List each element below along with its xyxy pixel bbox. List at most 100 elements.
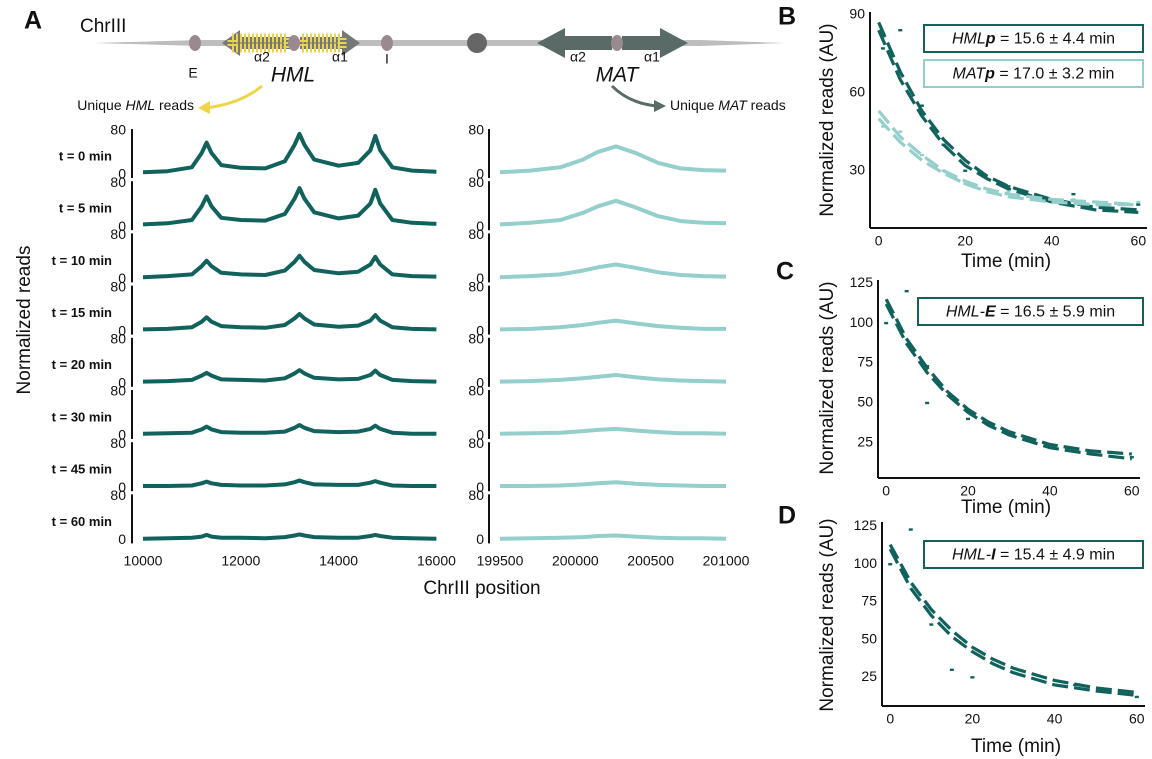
profile-line bbox=[142, 368, 437, 384]
y-tick-label: 90 bbox=[849, 5, 865, 21]
x-tick-label: 14000 bbox=[319, 553, 358, 569]
gene-label: α2 bbox=[254, 49, 270, 65]
gene-label: α1 bbox=[644, 49, 660, 65]
x-tick-label: 0 bbox=[882, 483, 890, 499]
site-label: I bbox=[385, 51, 389, 67]
profile-line bbox=[499, 198, 727, 227]
row-label: t = 30 min bbox=[52, 409, 112, 424]
annotation-locus: HML- bbox=[952, 547, 991, 564]
profile-line bbox=[142, 532, 437, 541]
profile-line bbox=[142, 186, 437, 227]
x-tick-label: 40 bbox=[1047, 711, 1063, 727]
row-label: t = 0 min bbox=[59, 148, 112, 163]
mat-promoter bbox=[611, 35, 623, 51]
profile-line bbox=[499, 373, 727, 384]
fit-line bbox=[877, 117, 1139, 207]
panel-label: C bbox=[776, 258, 794, 286]
data-point bbox=[1134, 695, 1139, 699]
x-tick-label: 20 bbox=[960, 483, 976, 499]
annotation-value: = 16.5 ± 5.9 min bbox=[996, 304, 1116, 321]
annotation: HMLp = 15.6 ± 4.4 min bbox=[952, 31, 1115, 48]
y-tick-label: 25 bbox=[861, 668, 877, 684]
y-tick-label: 80 bbox=[468, 278, 484, 294]
annotation-element: I bbox=[991, 547, 996, 564]
site-e bbox=[189, 35, 201, 51]
y-tick-label: 0 bbox=[118, 270, 126, 286]
data-point bbox=[1136, 203, 1141, 206]
data-point bbox=[1007, 433, 1011, 437]
y-tick-label: 0 bbox=[476, 322, 484, 338]
fit-line bbox=[888, 548, 1137, 697]
hml-stripes bbox=[297, 33, 347, 53]
data-point bbox=[963, 182, 968, 185]
x-tick-label: 200000 bbox=[552, 553, 599, 569]
y-tick-label: 80 bbox=[110, 174, 126, 190]
y-tick-label: 0 bbox=[476, 479, 484, 495]
data-point bbox=[919, 153, 924, 157]
y-tick-label: 0 bbox=[476, 427, 484, 443]
x-tick-label: 10000 bbox=[124, 553, 163, 569]
annotation-element: p bbox=[984, 66, 995, 83]
x-tick-label: 0 bbox=[875, 233, 883, 249]
profile-line bbox=[499, 262, 727, 280]
y-tick-label: 0 bbox=[118, 218, 126, 234]
y-tick-label: 80 bbox=[110, 487, 126, 503]
centromere bbox=[467, 33, 487, 53]
data-point bbox=[1071, 198, 1076, 201]
row-label: t = 5 min bbox=[59, 201, 112, 216]
profile-line bbox=[142, 423, 437, 436]
data-point bbox=[884, 321, 889, 325]
annotation-locus: MAT bbox=[953, 66, 987, 83]
x-tick-label: 200500 bbox=[627, 553, 674, 569]
mat-alpha2-arrow bbox=[537, 28, 612, 58]
x-tick-label: 60 bbox=[1131, 233, 1147, 249]
annotation-value: = 15.6 ± 4.4 min bbox=[996, 31, 1116, 48]
annotation-value: = 17.0 ± 3.2 min bbox=[995, 66, 1115, 83]
y-tick-label: 50 bbox=[861, 630, 877, 646]
x-axis-label: Time (min) bbox=[961, 251, 1051, 272]
site-label: E bbox=[188, 65, 197, 81]
x-tick-label: 40 bbox=[1042, 483, 1058, 499]
y-tick-label: 30 bbox=[849, 161, 865, 177]
data-point bbox=[880, 125, 885, 128]
y-tick-label: 80 bbox=[110, 278, 126, 294]
x-tick-label: 12000 bbox=[221, 553, 260, 569]
y-tick-label: 125 bbox=[854, 517, 878, 533]
x-tick-label: 60 bbox=[1124, 483, 1140, 499]
mat-arrow bbox=[610, 84, 659, 108]
x-axis-label: Time (min) bbox=[971, 736, 1061, 757]
y-tick-label: 80 bbox=[468, 487, 484, 503]
y-tick-label: 0 bbox=[476, 531, 484, 547]
data-point bbox=[929, 623, 934, 626]
x-tick-label: 40 bbox=[1044, 233, 1060, 249]
y-tick-label: 80 bbox=[468, 174, 484, 190]
row-label: t = 60 min bbox=[52, 514, 112, 529]
data-point bbox=[941, 169, 946, 172]
annotation: HML-I = 15.4 ± 4.9 min bbox=[952, 547, 1115, 564]
profile-line bbox=[142, 312, 437, 332]
gene-label: α1 bbox=[332, 49, 348, 65]
reads-locus: HML bbox=[126, 97, 156, 113]
data-point bbox=[963, 169, 968, 172]
annotation-box bbox=[917, 297, 1144, 326]
data-point bbox=[1011, 671, 1016, 675]
annotation: MATp = 17.0 ± 3.2 min bbox=[953, 66, 1115, 83]
chromosome-diagram: ChrIII E I α2 α1 HML α2 α1 MAT Unique HM… bbox=[77, 16, 786, 114]
profile-line bbox=[499, 144, 727, 175]
fit-line bbox=[884, 303, 1132, 461]
locus-label: HML bbox=[271, 64, 315, 87]
chromosome-label: ChrIII bbox=[80, 16, 126, 37]
x-tick-label: 20 bbox=[957, 233, 973, 249]
y-tick-label: 80 bbox=[468, 122, 484, 138]
fit-line bbox=[877, 21, 1139, 212]
reads-prefix: Unique bbox=[670, 97, 718, 113]
reads-suffix: reads bbox=[747, 97, 786, 113]
annotation-box bbox=[923, 540, 1144, 569]
data-point bbox=[925, 365, 930, 368]
data-point bbox=[941, 143, 946, 146]
reads-label: Unique MAT reads bbox=[670, 97, 786, 113]
y-tick-label: 50 bbox=[857, 394, 873, 410]
y-axis-label: Normalized reads (AU) bbox=[817, 518, 838, 711]
data-point bbox=[898, 130, 903, 133]
y-tick-label: 0 bbox=[118, 427, 126, 443]
